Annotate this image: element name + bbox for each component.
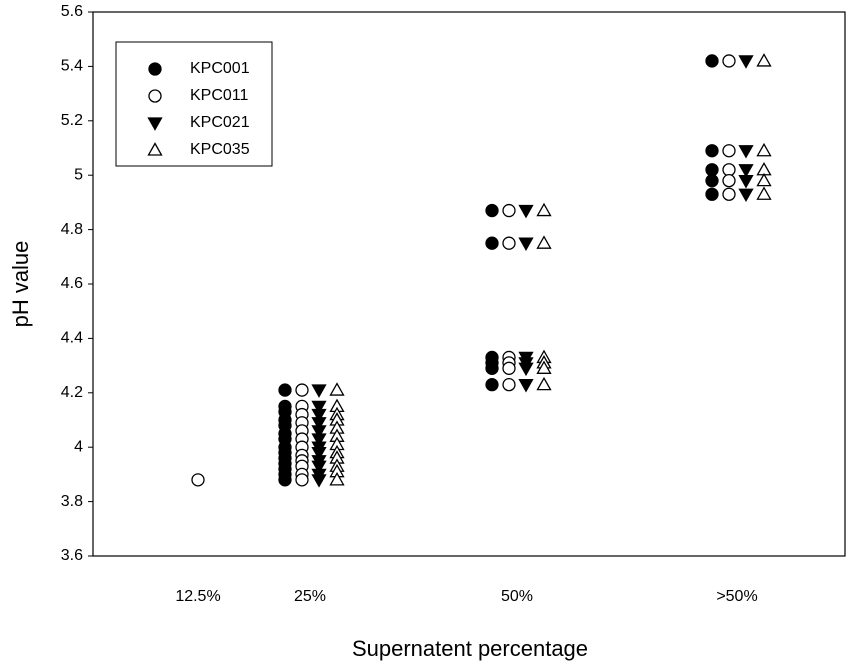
- data-point: [756, 53, 772, 67]
- data-point: [722, 173, 736, 188]
- data-point: [278, 473, 292, 487]
- data-point: [738, 164, 754, 178]
- legend-label: KPC001: [190, 60, 250, 77]
- data-point: [722, 187, 736, 201]
- data-point: [722, 54, 736, 68]
- data-point: [738, 188, 754, 203]
- data-point: [295, 383, 309, 397]
- data-point: [311, 433, 327, 447]
- data-point: [738, 145, 754, 159]
- y-tick-label: 4: [74, 438, 83, 455]
- data-point: [485, 236, 499, 250]
- y-tick-label: 5.2: [61, 112, 83, 129]
- legend-marker: [147, 142, 163, 156]
- legend-label: KPC021: [190, 114, 250, 131]
- data-point: [311, 417, 327, 431]
- y-tick-label: 5.6: [61, 3, 83, 20]
- data-point: [536, 235, 552, 249]
- data-point: [191, 473, 205, 487]
- y-tick-label: 4.2: [61, 384, 83, 401]
- x-tick-label: 12.5%: [175, 588, 220, 605]
- legend-marker: [148, 62, 162, 76]
- x-tick-label: 25%: [294, 588, 326, 605]
- x-axis-label: Supernatent percentage: [352, 636, 588, 661]
- data-point: [502, 203, 516, 218]
- data-point: [311, 400, 327, 415]
- data-point: [295, 473, 309, 487]
- y-tick-label: 3.6: [61, 547, 83, 564]
- data-point: [705, 163, 719, 177]
- data-point: [311, 425, 327, 439]
- data-point: [311, 460, 327, 475]
- data-point: [536, 376, 552, 391]
- data-point: [705, 54, 719, 68]
- data-point: [705, 144, 719, 158]
- data-point: [311, 474, 327, 488]
- data-point: [311, 384, 327, 398]
- data-point: [502, 236, 516, 250]
- legend-box: [115, 41, 273, 167]
- y-tick-label: 4.4: [61, 330, 83, 347]
- data-point: [756, 142, 772, 157]
- data-point: [518, 237, 534, 252]
- y-tick-label: 3.8: [61, 493, 83, 510]
- x-tick-label: 50%: [501, 588, 533, 605]
- data-point: [738, 174, 754, 189]
- legend-label: KPC035: [190, 141, 250, 158]
- y-tick-label: 4.8: [61, 221, 83, 238]
- data-point: [536, 202, 552, 217]
- data-point: [485, 203, 499, 218]
- y-axis-label: pH value: [8, 241, 33, 328]
- data-point: [705, 173, 719, 188]
- data-point: [756, 186, 772, 200]
- y-tick-label: 5: [74, 166, 83, 183]
- data-point: [518, 362, 534, 377]
- data-point: [485, 361, 499, 375]
- data-point: [502, 361, 516, 375]
- data-point: [329, 382, 345, 396]
- data-point: [502, 377, 516, 392]
- data-point: [278, 383, 292, 397]
- data-point: [705, 187, 719, 201]
- data-point: [756, 172, 772, 187]
- data-point: [329, 472, 345, 486]
- data-point: [311, 446, 327, 461]
- data-point: [722, 144, 736, 158]
- legend-marker: [147, 117, 163, 131]
- data-point: [722, 163, 736, 177]
- data-point: [738, 55, 754, 69]
- data-point: [485, 377, 499, 392]
- legend-label: KPC011: [190, 87, 249, 104]
- data-point: [536, 360, 552, 374]
- y-tick-label: 5.4: [61, 58, 83, 75]
- data-point: [311, 408, 327, 423]
- x-tick-label: >50%: [716, 588, 757, 605]
- data-point: [518, 204, 534, 219]
- y-tick-label: 4.6: [61, 275, 83, 292]
- legend-marker: [148, 89, 162, 103]
- data-point: [518, 378, 534, 393]
